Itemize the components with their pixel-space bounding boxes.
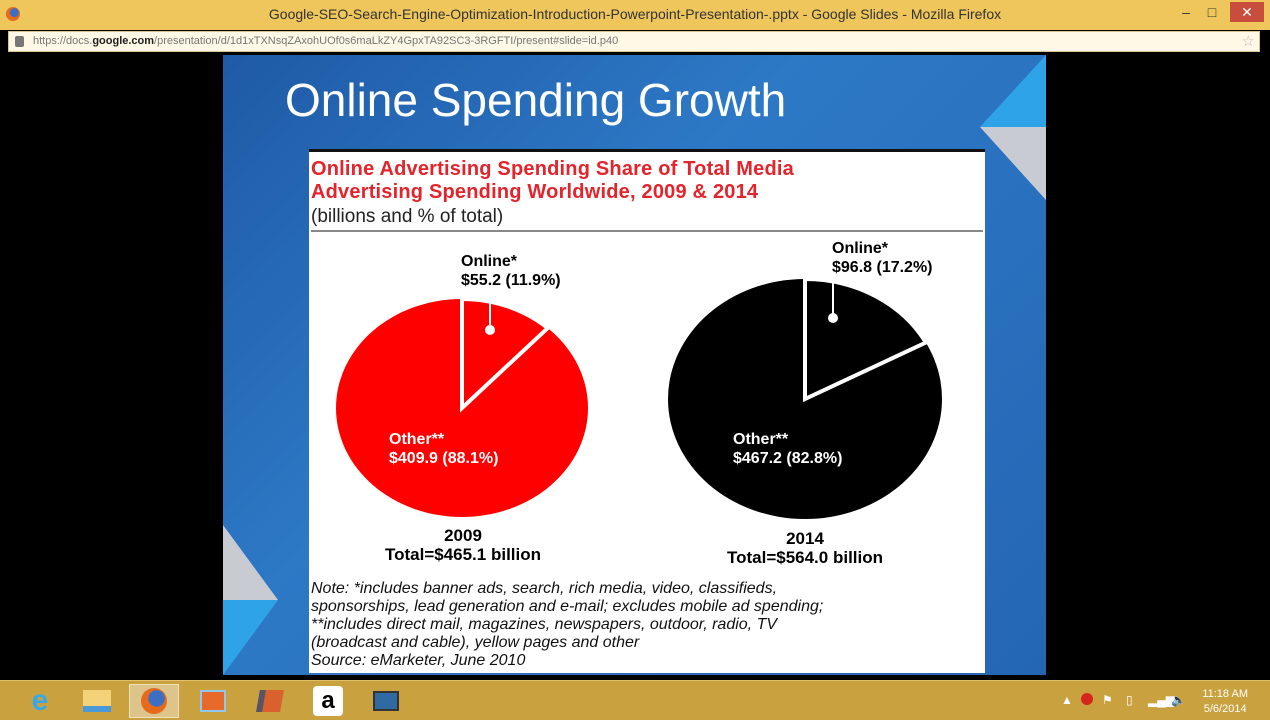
minimize-button[interactable]: – xyxy=(1182,4,1190,20)
slide-decoration xyxy=(223,55,1046,675)
pie-2014-online-slice xyxy=(803,276,929,403)
chart-title: Online Advertising Spending Share of Tot… xyxy=(311,158,794,204)
pie-2009-online-slice xyxy=(460,296,551,413)
taskbar-amazon-icon[interactable]: a xyxy=(303,684,353,718)
url-path: /presentation/d/1d1xTXNsqZAxohUOf0s6maLk… xyxy=(154,35,619,47)
close-button[interactable]: ✕ xyxy=(1230,2,1264,22)
flag-icon[interactable]: ⚑ xyxy=(1102,693,1113,707)
battery-icon[interactable]: ▯ xyxy=(1126,693,1133,707)
chart-title-line-2: Advertising Spending Worldwide, 2009 & 2… xyxy=(311,181,759,203)
taskbar-explorer-icon[interactable] xyxy=(72,684,122,718)
url-bar[interactable]: https://docs.google.com/presentation/d/1… xyxy=(8,31,1260,52)
note-line: (broadcast and cable), yellow pages and … xyxy=(311,634,640,651)
network-icon[interactable]: ▂▄▆ xyxy=(1148,693,1175,707)
window-titlebar: Google-SEO-Search-Engine-Optimization-In… xyxy=(0,0,1270,30)
url-text[interactable]: https://docs.google.com/presentation/d/1… xyxy=(33,35,618,47)
pie-2014-leader-dot xyxy=(828,313,838,323)
pie-2009-other-label: Other** $409.9 (88.1%) xyxy=(389,431,499,467)
bookmark-star-icon[interactable]: ☆ xyxy=(1241,33,1255,50)
pie-charts xyxy=(336,269,942,519)
pie-2009-leader-dot xyxy=(485,325,495,335)
chart-subtitle: (billions and % of total) xyxy=(311,206,504,227)
taskbar-remote-desktop-icon[interactable] xyxy=(361,684,411,718)
firefox-icon xyxy=(6,7,20,21)
taskbar-media-icon[interactable] xyxy=(245,684,295,718)
volume-icon[interactable]: 🔈 xyxy=(1171,693,1186,707)
show-hidden-icons[interactable]: ▲ xyxy=(1061,693,1073,707)
slide-title: Online Spending Growth xyxy=(285,74,787,126)
taskbar: e a ▲ ⚑ ▯ ▂▄▆ 🔈 11:18 AM 5/6/2014 xyxy=(0,680,1270,720)
divider xyxy=(311,230,983,232)
pie-2009-online-label: Online* $55.2 (11.9%) xyxy=(461,253,561,289)
url-prefix: https://docs. xyxy=(33,35,93,47)
record-icon[interactable] xyxy=(1081,693,1093,705)
chart-title-line-1: Online Advertising Spending Share of Tot… xyxy=(311,158,794,180)
note-line: Note: *includes banner ads, search, rich… xyxy=(311,580,778,597)
note-line: **includes direct mail, magazines, newsp… xyxy=(311,616,778,633)
pie-2014-other-label: Other** $467.2 (82.8%) xyxy=(733,431,843,467)
pie-2009-caption: 2009 Total=$465.1 billion xyxy=(384,526,542,564)
lock-icon xyxy=(15,36,24,47)
taskbar-photos-icon[interactable] xyxy=(188,684,238,718)
window-title: Google-SEO-Search-Engine-Optimization-In… xyxy=(268,6,1002,22)
chart-image: Online Advertising Spending Share of Tot… xyxy=(309,149,985,673)
note-line: sponsorships, lead generation and e-mail… xyxy=(311,598,824,615)
pie-2014-online-label: Online* $96.8 (17.2%) xyxy=(832,240,933,276)
clock[interactable]: 11:18 AM 5/6/2014 xyxy=(1202,688,1248,715)
pie-2014-caption: 2014 Total=$564.0 billion xyxy=(726,529,884,567)
url-domain: google.com xyxy=(92,35,155,47)
note-source: Source: eMarketer, June 2010 xyxy=(311,652,526,669)
taskbar-firefox-icon[interactable] xyxy=(129,684,179,718)
chart-note: Note: *includes banner ads, search, rich… xyxy=(311,580,981,670)
maximize-button[interactable]: □ xyxy=(1207,4,1217,20)
taskbar-ie-icon[interactable]: e xyxy=(31,684,49,717)
